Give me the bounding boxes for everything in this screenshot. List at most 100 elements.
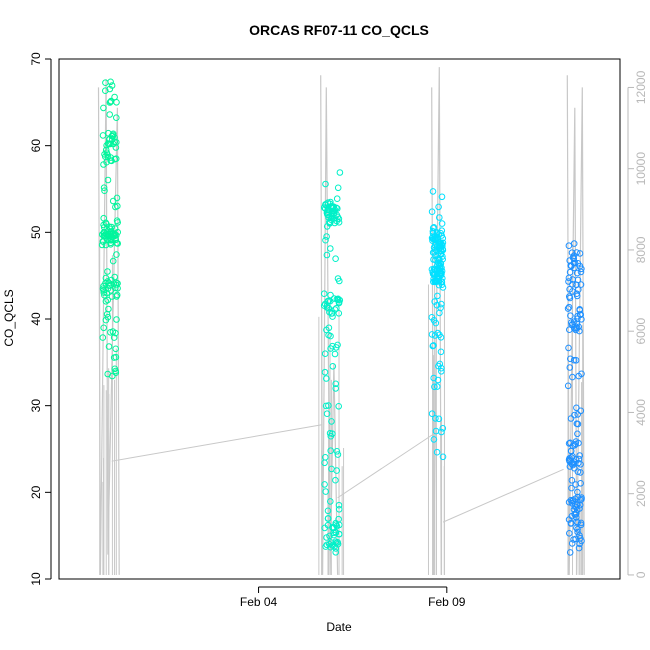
co-point [574,260,582,267]
co-point [324,297,332,305]
co-point [99,132,107,139]
co-point [336,277,343,285]
co-point [324,507,332,515]
co-point [326,308,333,316]
co-point [336,169,344,176]
co-point [439,239,447,247]
co-point [327,245,334,252]
co-point [567,415,575,422]
co-point [565,242,573,249]
co-point [325,402,332,409]
co-point [322,488,330,495]
co-point [326,219,334,227]
co-point [437,348,445,356]
co-point [572,357,580,364]
co-point [333,204,340,212]
co-point [437,334,445,341]
co-point [568,249,576,256]
co-point [577,461,584,468]
co-point [331,350,339,358]
co-point [326,540,333,548]
co-point [566,268,574,276]
y2-tick-label: 2000 [634,480,648,507]
axes: 10 20 30 40 50 60 70 0 2000 4000 6000 8000 10000 1200… [29,52,648,609]
co-point [578,370,585,378]
co-point [104,140,112,147]
co-point [106,111,113,118]
co-point [429,188,437,195]
co-point [569,498,576,505]
co-point [574,430,581,438]
co-point [323,233,330,240]
co-point [106,85,114,93]
co-point [333,305,340,312]
co-point [568,540,576,547]
co-point [438,364,445,372]
co-point [321,459,328,467]
co-point [564,382,572,390]
co-point [569,320,576,328]
co-point [332,528,339,536]
co-point [430,342,437,349]
co-point [332,380,340,388]
co-point [576,452,584,459]
x-axis-label: Date [326,620,352,634]
co-point [321,481,328,488]
co-series [98,78,585,556]
co-point [435,203,442,211]
co-point [99,334,107,341]
co-point [435,239,443,246]
co-point [570,536,577,543]
co-point [572,456,580,463]
co-point [327,332,334,340]
co-point [432,256,439,264]
co-point [100,104,107,112]
y-axis-label: CO_QCLS [2,289,16,346]
co-point [100,224,108,231]
co-point [568,484,575,492]
co-point [326,532,333,540]
co-point [574,528,581,536]
co-point [326,429,334,437]
co-point [565,303,573,311]
co-point [107,225,114,233]
co-point [333,522,341,530]
co-point [573,269,581,277]
co-point [570,255,578,263]
co-point [109,372,116,380]
co-point [564,305,572,312]
co-point [335,403,343,410]
co-point [100,286,107,294]
co-point [431,267,439,274]
co-point [576,327,583,335]
co-point [432,319,440,327]
co-point [113,194,121,202]
co-point [572,438,580,445]
co-point [438,368,445,375]
co-point [321,368,329,376]
co-point [566,530,573,537]
co-point [431,383,438,391]
co-point [438,193,446,201]
co-point [428,266,436,273]
y-tick-label: 30 [29,399,43,413]
co-point [577,281,585,288]
co-point [570,506,578,513]
co-point [577,519,585,527]
co-point [565,498,573,506]
co-point [435,415,443,423]
co-point [327,543,334,551]
y-tick-label: 20 [29,485,43,499]
co-point [100,184,108,191]
co-point [434,274,442,282]
co-point [436,255,443,263]
co-point [326,218,333,226]
co-point [432,415,439,422]
y-tick-label: 60 [29,139,43,153]
co-point [108,132,116,140]
co-point [431,298,439,305]
y2-tick-label: 0 [634,571,648,578]
co-point [578,537,585,545]
co-point [568,477,576,484]
co-point [429,224,437,232]
